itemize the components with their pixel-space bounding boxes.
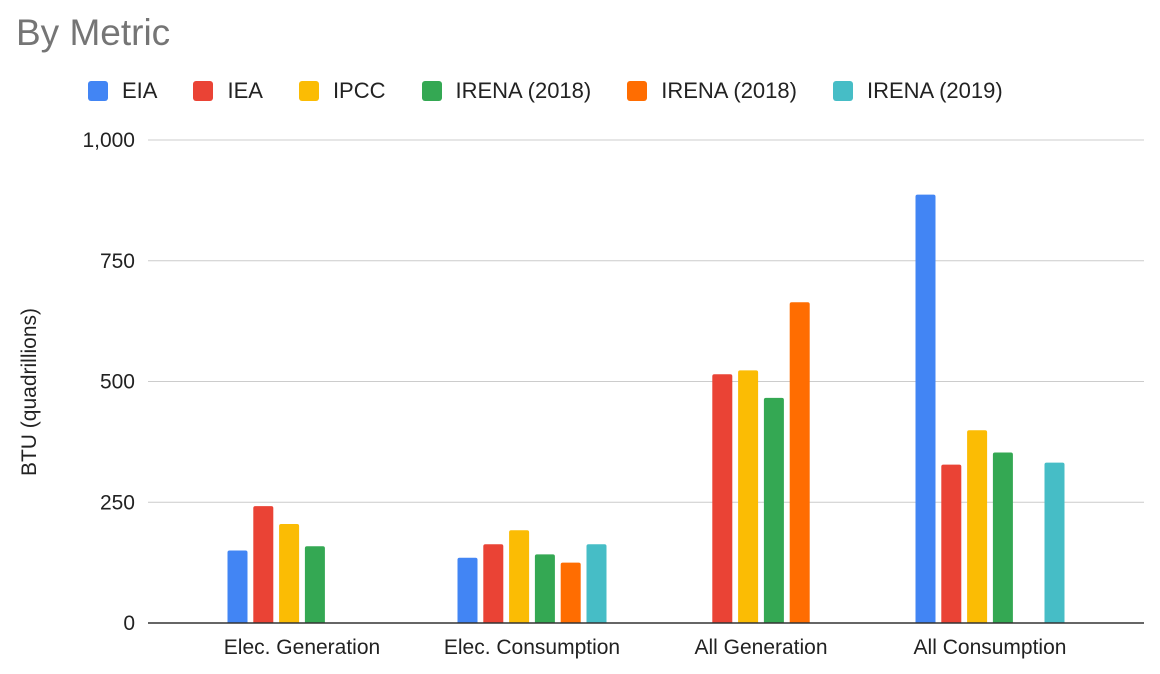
bar [967, 430, 988, 623]
bar [763, 397, 784, 623]
bar [712, 374, 733, 623]
legend-label: IRENA (2019) [866, 78, 1003, 103]
bar [586, 544, 607, 623]
x-tick-label: All Generation [694, 636, 827, 659]
legend-item: EIA [88, 78, 157, 104]
legend-item: IPCC [298, 78, 386, 104]
legend-label: IRENA (2018) [455, 78, 592, 103]
legend-swatch [832, 81, 853, 101]
y-tick-label: 1,000 [82, 129, 135, 152]
chart-title: By Metric [16, 12, 171, 53]
bar [941, 464, 962, 623]
y-axis-title: BTU (quadrillions) [18, 308, 41, 476]
legend-label: EIA [122, 78, 158, 103]
bar [304, 546, 325, 623]
legend-item: IRENA (2018) [627, 78, 797, 104]
axes: 0 250 500 750 1,000 Elec. Generation Elec. Con… [82, 129, 1144, 659]
bar [992, 452, 1013, 623]
bar [1044, 462, 1065, 623]
bar [483, 544, 504, 623]
bar [534, 554, 555, 623]
bar [915, 194, 936, 624]
legend-swatch [627, 81, 648, 101]
gridlines [148, 139, 1144, 503]
bar [738, 370, 759, 623]
y-tick-label: 0 [123, 612, 135, 635]
bar [560, 562, 581, 623]
legend-swatch [421, 81, 442, 101]
bar [789, 302, 810, 623]
legend-item: IRENA (2019) [832, 78, 1003, 104]
y-tick-label: 500 [100, 371, 135, 394]
y-tick-label: 750 [100, 250, 135, 273]
bar [279, 523, 300, 623]
legend-label: IEA [227, 78, 263, 103]
x-tick-label: All Consumption [914, 636, 1067, 659]
x-tick-label: Elec. Generation [224, 636, 380, 659]
legend-swatch [193, 81, 214, 101]
legend-swatch [298, 81, 319, 101]
y-tick-label: 250 [100, 491, 135, 514]
bar [509, 530, 530, 623]
bar [457, 557, 478, 623]
legend-label: IRENA (2018) [661, 78, 797, 103]
legend-label: IPCC [332, 78, 386, 103]
bar [227, 550, 248, 623]
bars [227, 194, 1065, 624]
legend-item: IEA [193, 78, 263, 104]
x-tick-label: Elec. Consumption [444, 636, 620, 659]
legend-item: IRENA (2018) [421, 78, 592, 104]
legend-swatch [88, 81, 108, 101]
bar [253, 506, 274, 623]
legend: EIA IEA IPCC IRENA (2018) IRENA (2018) IRENA … [88, 76, 1039, 106]
